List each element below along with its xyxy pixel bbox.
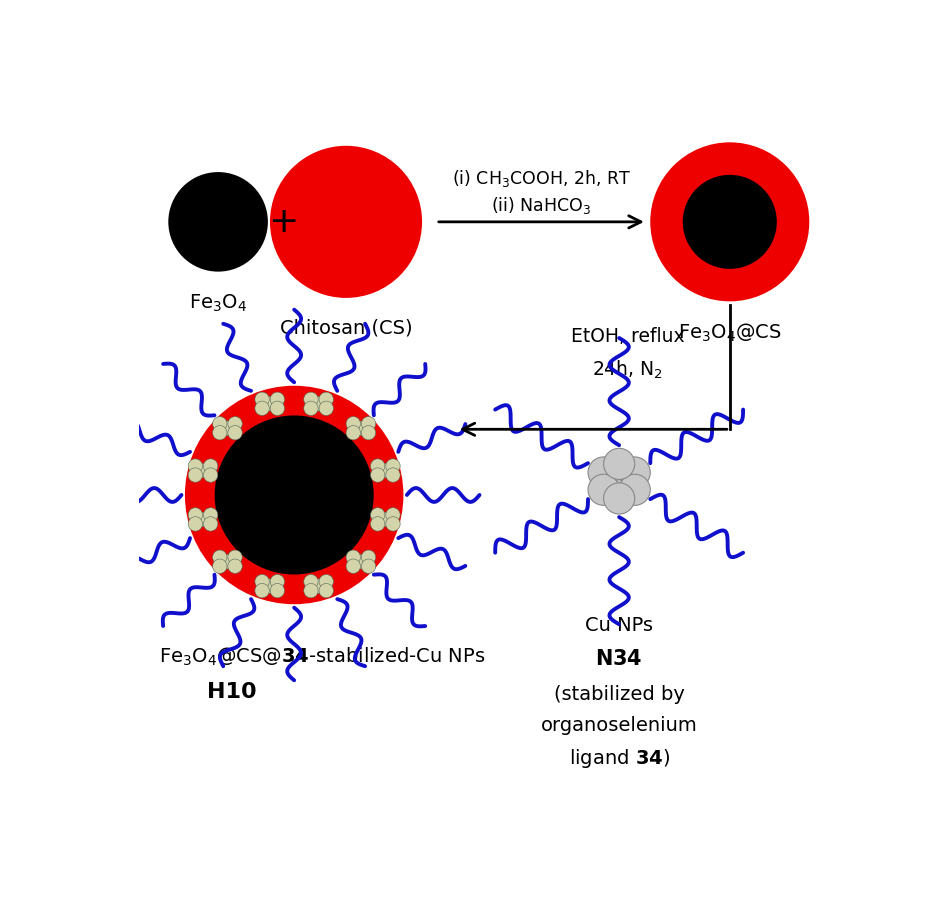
Circle shape — [361, 417, 376, 431]
Circle shape — [353, 421, 368, 436]
Circle shape — [228, 426, 242, 440]
Circle shape — [185, 386, 403, 604]
Text: ligand $\mathbf{34}$): ligand $\mathbf{34}$) — [568, 747, 669, 770]
Circle shape — [346, 417, 360, 431]
Circle shape — [255, 584, 269, 598]
Circle shape — [303, 584, 318, 598]
Circle shape — [618, 457, 649, 489]
Circle shape — [220, 421, 234, 436]
Circle shape — [682, 175, 776, 269]
Circle shape — [385, 507, 399, 522]
Circle shape — [212, 417, 227, 431]
Circle shape — [220, 555, 234, 569]
Circle shape — [312, 397, 326, 411]
Circle shape — [212, 559, 227, 574]
Text: Fe$_3$O$_4$@CS@$\mathbf{34}$-stabilized-Cu NPs: Fe$_3$O$_4$@CS@$\mathbf{34}$-stabilized-… — [160, 646, 485, 668]
Text: Cu NPs: Cu NPs — [584, 616, 652, 635]
Circle shape — [255, 401, 269, 416]
Circle shape — [353, 555, 368, 569]
Circle shape — [270, 392, 284, 407]
Circle shape — [228, 550, 242, 565]
Circle shape — [303, 575, 318, 589]
Text: Fe$_3$O$_4$: Fe$_3$O$_4$ — [189, 293, 246, 313]
Circle shape — [587, 474, 618, 506]
Text: 24h, N$_2$: 24h, N$_2$ — [592, 358, 663, 381]
Circle shape — [195, 463, 210, 478]
Circle shape — [361, 559, 376, 574]
Circle shape — [370, 459, 384, 473]
Text: (stabilized by: (stabilized by — [553, 685, 683, 704]
Circle shape — [270, 145, 422, 298]
Circle shape — [212, 550, 227, 565]
Circle shape — [319, 584, 333, 598]
Circle shape — [203, 468, 218, 482]
Circle shape — [370, 507, 384, 522]
Circle shape — [195, 512, 210, 526]
Text: (ii) NaHCO$_3$: (ii) NaHCO$_3$ — [491, 196, 591, 216]
Circle shape — [587, 457, 618, 489]
Circle shape — [303, 401, 318, 416]
Circle shape — [361, 426, 376, 440]
Circle shape — [262, 579, 277, 594]
Circle shape — [378, 512, 392, 526]
Circle shape — [385, 516, 399, 531]
Circle shape — [262, 397, 277, 411]
Circle shape — [270, 401, 284, 416]
Circle shape — [188, 468, 202, 482]
Circle shape — [346, 550, 360, 565]
Circle shape — [361, 550, 376, 565]
Circle shape — [270, 575, 284, 589]
Text: +: + — [268, 205, 298, 239]
Circle shape — [319, 392, 333, 407]
Circle shape — [255, 575, 269, 589]
Circle shape — [228, 417, 242, 431]
Circle shape — [168, 172, 267, 271]
Circle shape — [346, 559, 360, 574]
Circle shape — [188, 516, 202, 531]
Text: Chitosan (CS): Chitosan (CS) — [279, 319, 412, 338]
Circle shape — [188, 507, 202, 522]
Circle shape — [385, 468, 399, 482]
Text: H10: H10 — [207, 682, 257, 701]
Text: organoselenium: organoselenium — [540, 717, 697, 735]
Circle shape — [203, 516, 218, 531]
Circle shape — [228, 559, 242, 574]
Circle shape — [312, 579, 326, 594]
Circle shape — [270, 584, 284, 598]
Circle shape — [618, 474, 649, 506]
Circle shape — [303, 392, 318, 407]
Circle shape — [203, 507, 218, 522]
Circle shape — [603, 448, 634, 480]
Circle shape — [188, 459, 202, 473]
Circle shape — [346, 426, 360, 440]
Circle shape — [370, 516, 384, 531]
Circle shape — [603, 483, 634, 514]
Circle shape — [214, 416, 373, 575]
Circle shape — [212, 426, 227, 440]
Circle shape — [255, 392, 269, 407]
Text: $\mathbf{N34}$: $\mathbf{N34}$ — [595, 649, 642, 669]
Circle shape — [319, 401, 333, 416]
Text: EtOH, reflux: EtOH, reflux — [570, 327, 683, 347]
Circle shape — [385, 459, 399, 473]
Text: (i) CH$_3$COOH, 2h, RT: (i) CH$_3$COOH, 2h, RT — [451, 168, 631, 189]
Circle shape — [203, 459, 218, 473]
Circle shape — [370, 468, 384, 482]
Circle shape — [603, 465, 634, 497]
Text: Fe$_3$O$_4$@CS: Fe$_3$O$_4$@CS — [677, 322, 781, 345]
Circle shape — [319, 575, 333, 589]
Circle shape — [378, 463, 392, 478]
Circle shape — [649, 142, 808, 302]
